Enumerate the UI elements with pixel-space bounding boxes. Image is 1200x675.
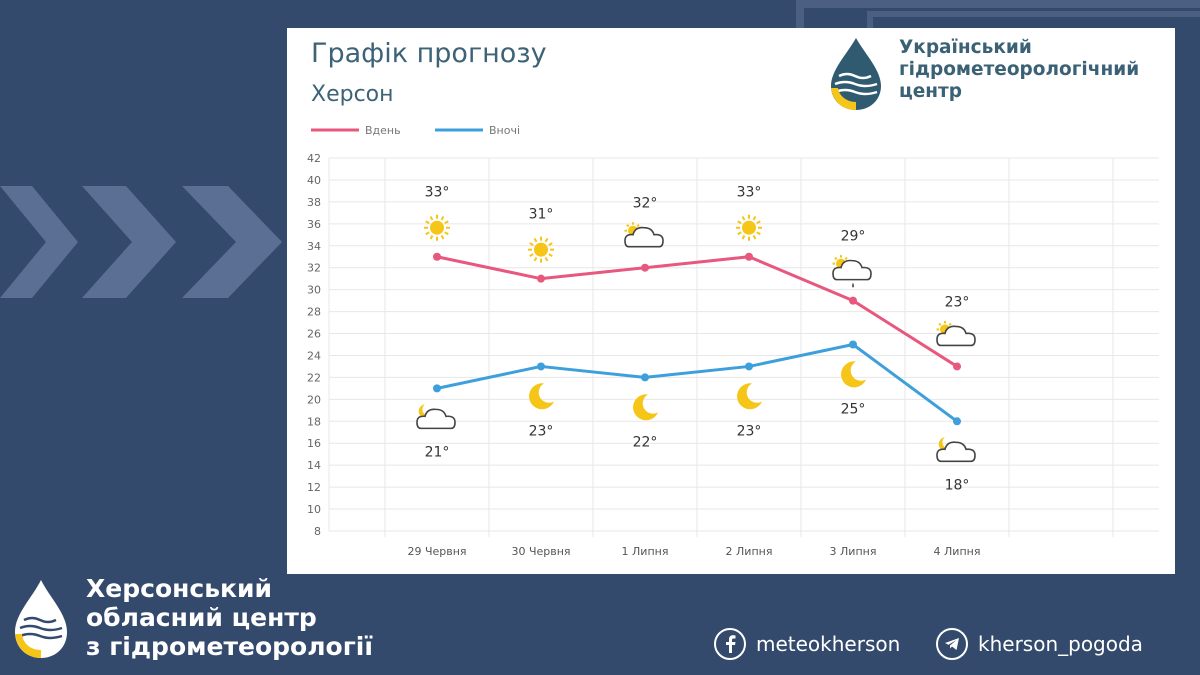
y-tick-label: 22 [307, 371, 321, 384]
partly-cloudy-icon [936, 320, 976, 347]
x-tick-label: 1 Липня [622, 545, 669, 558]
data-point [849, 296, 857, 305]
data-label: 25° [841, 402, 866, 418]
y-tick-label: 8 [314, 525, 321, 538]
facebook-handle: meteokherson [756, 632, 901, 656]
data-point [537, 362, 545, 371]
y-tick-label: 32 [307, 262, 321, 275]
y-tick-label: 28 [307, 306, 321, 319]
forecast-card: Графік прогнозу Херсон Український гідро… [287, 28, 1175, 574]
y-tick-label: 40 [307, 174, 321, 187]
decorative-chevrons [0, 186, 282, 298]
regional-center-logo [15, 580, 67, 658]
y-tick-label: 42 [307, 152, 321, 165]
data-point [433, 252, 441, 261]
series-line [436, 255, 958, 368]
legend-label: Вночі [489, 124, 520, 137]
sun-icon [424, 214, 450, 241]
data-label: 32° [633, 196, 658, 212]
data-label: 23° [945, 294, 970, 310]
y-tick-label: 12 [307, 481, 321, 494]
data-point [537, 274, 545, 283]
series-line [436, 343, 958, 423]
data-label: 33° [737, 185, 762, 201]
sun-icon [736, 214, 762, 241]
cloud-night-icon [936, 437, 976, 463]
x-tick-label: 2 Липня [726, 545, 773, 558]
moon-icon [529, 383, 554, 410]
legend-label: Вдень [365, 124, 401, 137]
sun-icon [528, 236, 554, 263]
y-tick-label: 24 [307, 349, 321, 362]
telegram-icon [936, 628, 968, 660]
y-tick-label: 14 [307, 459, 321, 472]
y-tick-label: 18 [307, 415, 321, 428]
x-tick-label: 29 Червня [407, 545, 466, 558]
x-tick-label: 4 Липня [934, 545, 981, 558]
data-point [745, 362, 753, 371]
data-label: 23° [737, 423, 762, 439]
data-point [953, 362, 961, 371]
cloud-night-icon [416, 404, 456, 430]
telegram-link[interactable]: kherson_pogoda [936, 628, 1143, 660]
x-tick-label: 30 Червня [511, 545, 570, 558]
telegram-handle: kherson_pogoda [978, 632, 1143, 656]
data-point [849, 340, 857, 349]
facebook-link[interactable]: meteokherson [714, 628, 900, 660]
y-tick-label: 16 [307, 437, 321, 450]
moon-icon [841, 361, 866, 388]
y-tick-label: 34 [307, 240, 321, 253]
org-name: Український гідрометеорологічний центр [899, 37, 1140, 102]
x-tick-label: 3 Липня [830, 545, 877, 558]
y-tick-label: 30 [307, 284, 321, 297]
y-tick-label: 10 [307, 503, 321, 516]
y-tick-label: 36 [307, 218, 321, 231]
y-tick-label: 20 [307, 393, 321, 406]
data-point [641, 263, 649, 272]
data-point [433, 384, 441, 393]
data-label: 21° [425, 444, 450, 460]
page-title: Графік прогнозу [311, 38, 547, 69]
data-label: 22° [633, 434, 658, 450]
rain-cloud-icon [832, 255, 872, 288]
moon-icon [633, 394, 658, 421]
y-tick-label: 38 [307, 196, 321, 209]
y-tick-label: 26 [307, 328, 321, 341]
data-label: 33° [425, 185, 450, 201]
regional-center-name: Херсонський обласний центр з гідрометеор… [86, 574, 373, 661]
data-point [745, 252, 753, 261]
data-label: 31° [529, 207, 554, 223]
data-point [953, 417, 961, 426]
uhmc-logo [831, 38, 881, 110]
forecast-chart: 8 10 12 14 16 18 20 22 24 26 28 30 32 34 36 38 40 42 29 Че… [307, 124, 1159, 558]
partly-cloudy-icon [624, 222, 664, 248]
data-label: 23° [529, 423, 554, 439]
facebook-icon [714, 628, 746, 660]
city-name: Херсон [311, 82, 394, 107]
data-label: 18° [945, 477, 970, 493]
data-label: 29° [841, 229, 866, 245]
moon-icon [737, 383, 762, 410]
decorative-arcs [796, 0, 1200, 30]
data-point [641, 373, 649, 382]
